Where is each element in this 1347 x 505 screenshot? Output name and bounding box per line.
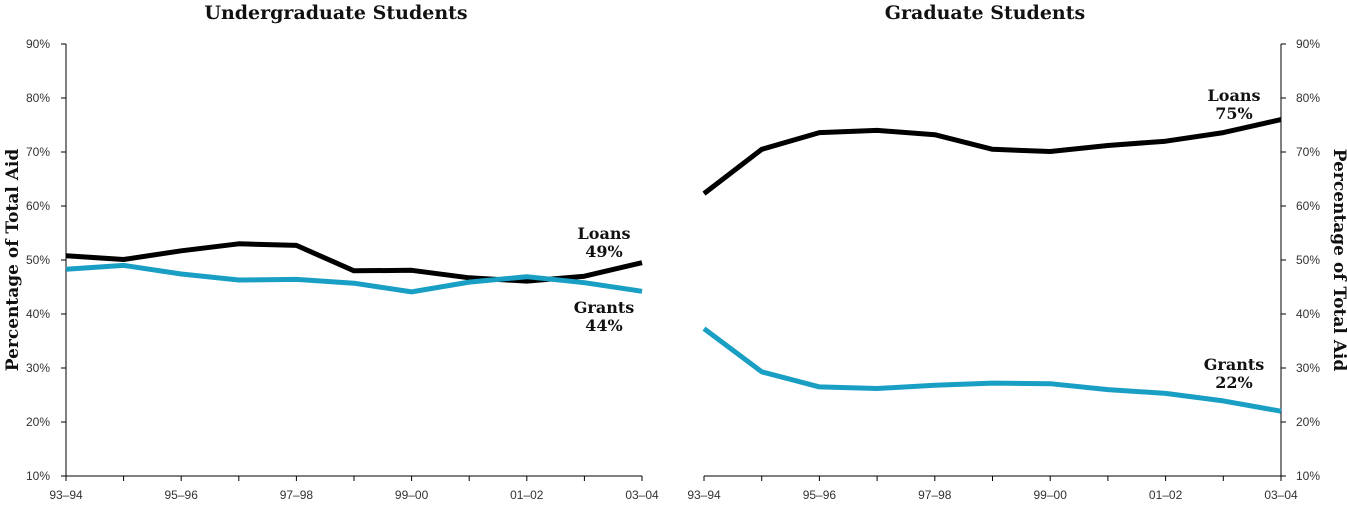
series-end-label: Loans [1208,86,1261,105]
series-line-grants [702,326,1282,414]
x-tick-label: 95–96 [803,488,837,502]
x-tick-label: 99–00 [1034,488,1068,502]
series-line-loans [702,117,1282,196]
x-tick-label: 97–98 [280,488,314,502]
series-end-value: 44% [585,316,622,335]
y-tick-label: 40% [26,307,50,321]
series-line-grants [65,262,643,295]
y-tick-label: 90% [26,37,50,51]
y-tick-label: 50% [26,253,50,267]
chart-title: Undergraduate Students [204,2,467,24]
series-end-value: 49% [585,242,622,261]
y-tick-label: 30% [1296,361,1320,375]
y-tick-label: 10% [1296,469,1320,483]
series-end-label: Grants [1204,355,1265,374]
y-tick-label: 10% [26,469,50,483]
series-end-value: 75% [1215,104,1252,123]
series-line-loans [65,241,643,284]
y-tick-label: 80% [1296,91,1320,105]
series-end-label: Loans [578,224,631,243]
chart-title: Graduate Students [885,2,1085,24]
x-tick-label: 95–96 [165,488,199,502]
y-tick-label: 40% [1296,307,1320,321]
y-tick-label: 80% [26,91,50,105]
y-axis-label: Percentage of Total Aid [1329,149,1347,372]
y-axis-label: Percentage of Total Aid [3,149,23,372]
x-tick-label: 03–04 [625,488,659,502]
y-tick-label: 90% [1296,37,1320,51]
x-tick-label: 99–00 [395,488,429,502]
y-tick-label: 20% [1296,415,1320,429]
y-tick-label: 60% [1296,199,1320,213]
panel-1: Graduate Students Percentage of Total Aid… [687,2,1347,502]
y-tick-label: 60% [26,199,50,213]
y-tick-label: 20% [26,415,50,429]
y-tick-label: 70% [1296,145,1320,159]
series-end-label: Grants [574,298,635,317]
y-tick-label: 50% [1296,253,1320,267]
x-tick-label: 03–04 [1264,488,1298,502]
x-tick-label: 01–02 [1149,488,1183,502]
x-tick-label: 93–94 [49,488,83,502]
series-end-value: 22% [1215,373,1252,392]
y-tick-label: 70% [26,145,50,159]
y-tick-label: 30% [26,361,50,375]
x-tick-label: 01–02 [510,488,544,502]
x-tick-label: 93–94 [687,488,721,502]
panel-0: Undergraduate Students Percentage of Tota… [3,2,659,502]
x-tick-label: 97–98 [918,488,952,502]
